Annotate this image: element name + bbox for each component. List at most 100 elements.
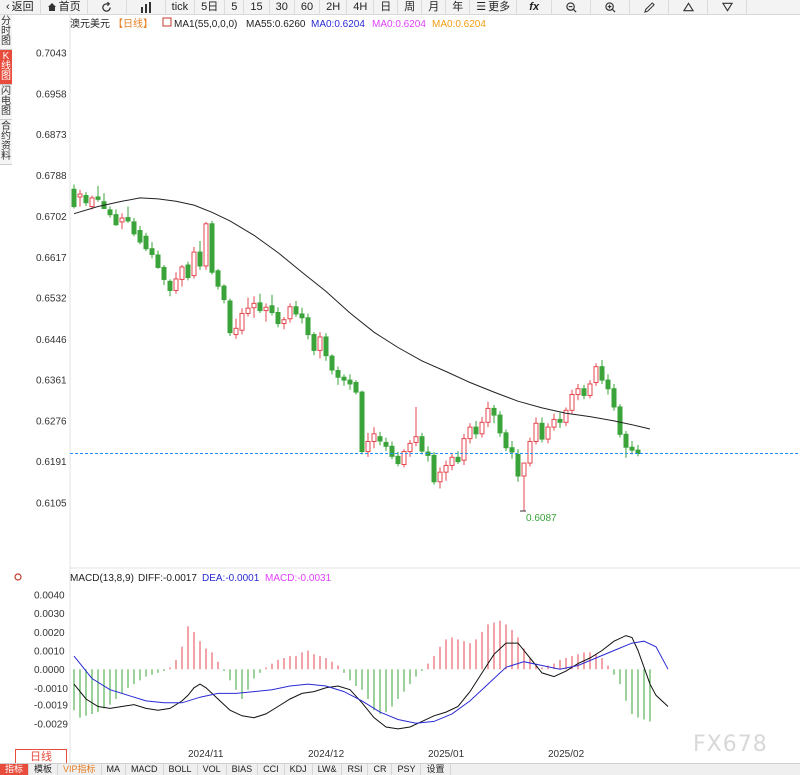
candle [77, 189, 83, 207]
candle-body [563, 409, 569, 423]
indicator-tab[interactable]: BOLL [164, 764, 198, 775]
back-button[interactable]: ‹ 返回 [0, 0, 41, 14]
candle [227, 298, 233, 336]
draw-button[interactable] [630, 0, 670, 14]
price-tick-label: 0.6873 [36, 130, 67, 141]
period-button[interactable]: 日 [374, 0, 399, 14]
legend-ma0-b: MA0:0.6204 [372, 19, 426, 30]
candle [389, 441, 395, 460]
candle [167, 279, 173, 297]
candle-body [287, 306, 293, 320]
indicator-tab[interactable]: LW& [313, 764, 343, 775]
macd-axis: 0.0040 0.0030 0.0020 0.0010 0.0000 -0.0010 -0.… [34, 591, 68, 731]
period-button[interactable]: 月 [422, 0, 447, 14]
candle [293, 300, 299, 317]
candle-body [71, 188, 77, 208]
zoom-in-button[interactable] [591, 0, 631, 14]
tab-flash-chart[interactable]: 闪电图 [0, 85, 12, 120]
indicator-tab[interactable]: VIP指标 [58, 764, 102, 775]
period-button[interactable]: 年 [446, 0, 471, 14]
candle-body [353, 382, 359, 393]
candle [173, 272, 179, 294]
candle [611, 383, 617, 411]
candle [407, 440, 413, 457]
candle-body [77, 193, 83, 198]
period-button[interactable]: 30 [270, 0, 295, 14]
zoom-out-button[interactable] [552, 0, 592, 14]
candle-body [515, 453, 521, 477]
more-button[interactable]: ☰ 更多 [470, 0, 518, 14]
candle [233, 318, 239, 339]
tab-time-chart[interactable]: 分时图 [0, 15, 12, 50]
refresh-icon [101, 1, 112, 13]
candle-body [479, 421, 485, 435]
period-button[interactable]: 5 [225, 0, 245, 14]
tick-button[interactable]: tick [166, 0, 196, 14]
candle-body [197, 251, 203, 267]
x-axis-label: 2025/02 [548, 749, 585, 760]
candle [545, 423, 551, 444]
bar-chart-button[interactable] [127, 0, 166, 14]
home-button[interactable]: 首页 [41, 0, 88, 14]
indicator-tab[interactable]: MA [102, 764, 127, 775]
period-button[interactable]: 2H [320, 0, 348, 14]
candle-body [233, 327, 239, 336]
price-tick-label: 0.6958 [36, 89, 67, 100]
tab-k-line[interactable]: K线图 [0, 50, 12, 85]
indicator-tab[interactable]: 设置 [421, 764, 451, 775]
up-button[interactable] [669, 0, 709, 14]
candle-body [629, 446, 635, 451]
indicator-tab[interactable]: CCI [258, 764, 285, 775]
candle [275, 307, 281, 328]
candle-body [539, 422, 545, 440]
tab-contract-info[interactable]: 合约资料 [0, 120, 12, 165]
function-icon: fx [529, 1, 540, 13]
indicator-tab[interactable]: RSI [342, 764, 369, 775]
indicator-tab[interactable]: MACD [126, 764, 164, 775]
indicator-tab[interactable]: VOL [198, 764, 227, 775]
refresh-button[interactable] [88, 0, 127, 14]
period-button[interactable]: 60 [295, 0, 321, 14]
candle [149, 242, 155, 259]
candle [89, 195, 95, 210]
legend-symbol: 澳元美元 [70, 17, 110, 30]
candle-body [143, 235, 149, 250]
candle-body [131, 221, 137, 235]
formula-button[interactable]: fx [517, 0, 553, 14]
indicator-settings-icon[interactable] [162, 17, 172, 27]
period-button[interactable]: 5日 [195, 0, 226, 14]
candle-body [497, 414, 503, 434]
indicator-tab[interactable]: KDJ [285, 764, 313, 775]
candle [131, 218, 137, 237]
down-button[interactable] [708, 0, 748, 14]
bar-chart-icon [140, 1, 152, 13]
candle-body [377, 436, 383, 442]
period-button[interactable]: 4H [347, 0, 375, 14]
indicator-tab[interactable]: PSY [392, 764, 422, 775]
indicator-tab[interactable]: BIAS [227, 764, 259, 775]
macd-tick-label: 0.0030 [34, 609, 65, 620]
candle [539, 417, 545, 443]
candle-body [383, 441, 389, 447]
macd-settings-icon[interactable] [14, 573, 22, 581]
candle-body [227, 300, 233, 334]
legend-ma55: MA55:0.6260 [246, 19, 306, 30]
candle [377, 431, 383, 446]
candle [335, 366, 341, 385]
candle [443, 460, 449, 481]
candle-body [179, 266, 185, 280]
indicator-tab[interactable]: 指标 [0, 764, 30, 775]
candle-body [575, 388, 581, 395]
candle-body [245, 307, 251, 314]
price-tick-label: 0.6788 [36, 171, 67, 182]
low-annotation: 0.6087 [520, 510, 557, 524]
x-axis-label: 2025/01 [428, 749, 465, 760]
candle-body [125, 217, 131, 222]
macd-tick-label: -0.0019 [34, 701, 68, 712]
indicator-tab[interactable]: 模板 [29, 764, 59, 775]
candle-body [389, 445, 395, 457]
period-button[interactable]: 15 [244, 0, 270, 14]
indicator-tab[interactable]: CR [368, 764, 393, 775]
period-button[interactable]: 周 [398, 0, 423, 14]
